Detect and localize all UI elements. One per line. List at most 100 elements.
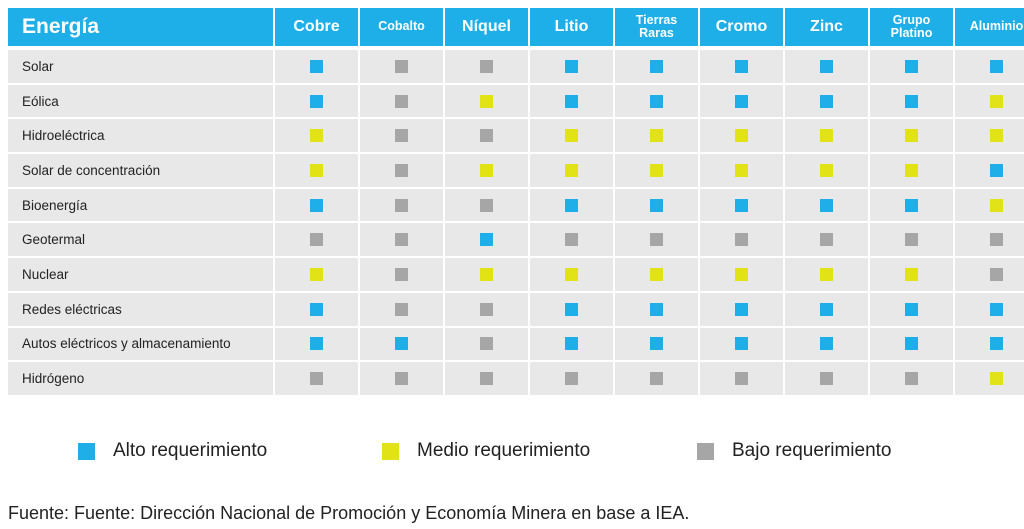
table-cell [445,362,528,397]
table-cell [700,258,783,293]
requirement-marker-bajo [735,372,748,386]
requirement-marker-medio [990,198,1003,212]
table-cell [275,84,358,120]
requirement-marker-alto [565,337,578,351]
source-note: Fuente: Fuente: Dirección Nacional de Pr… [8,503,690,523]
requirement-marker-bajo [480,198,493,212]
table-cell [955,188,1024,224]
table-cell [275,119,358,155]
row-label: Geotermal [8,223,273,259]
row-label: Nuclear [8,258,273,293]
table-cell [530,119,613,155]
column-header-4: Litio [530,8,613,46]
table-cell [615,84,698,120]
table-cell [275,362,358,397]
column-header-8: Grupo Platino [870,8,953,46]
table-cell [700,154,783,189]
table-cell [700,188,783,224]
table-cell [275,258,358,293]
table-cell [360,84,443,120]
row-label: Autos eléctricos y almacenamiento [8,327,273,363]
table-cell [870,50,953,85]
requirement-marker-alto [310,302,323,316]
requirement-marker-medio [735,267,748,281]
table-cell [360,327,443,363]
requirement-marker-bajo [565,233,578,247]
legend-label-bajo: Bajo requerimiento [732,440,892,461]
table-cell [870,292,953,328]
table-cell [615,188,698,224]
table-cell [955,327,1024,363]
requirement-marker-alto [310,337,323,351]
table-cell [785,223,868,259]
table-cell [870,84,953,120]
table-cell [360,188,443,224]
table-cell [700,223,783,259]
requirement-marker-alto [905,302,918,316]
requirement-marker-bajo [395,198,408,212]
table-cell [360,362,443,397]
table-cell [530,154,613,189]
requirement-marker-alto [565,302,578,316]
requirement-marker-medio [905,129,918,143]
requirement-marker-medio [480,163,493,177]
legend-item-alto: Alto requerimiento [78,440,267,462]
table-cell [275,292,358,328]
requirement-marker-alto [650,337,663,351]
requirement-marker-alto [990,302,1003,316]
requirement-marker-bajo [565,372,578,386]
table-cell [360,223,443,259]
requirement-marker-bajo [395,233,408,247]
requirement-marker-alto [650,302,663,316]
requirement-marker-medio [565,163,578,177]
table-cell [700,362,783,397]
requirement-marker-bajo [905,372,918,386]
requirement-marker-bajo [480,59,493,73]
table-cell [955,84,1024,120]
table-cell [955,50,1024,85]
requirement-marker-alto [735,337,748,351]
column-header-6: Cromo [700,8,783,46]
table-cell [870,327,953,363]
requirement-marker-alto [990,59,1003,73]
requirement-marker-medio [650,267,663,281]
row-label: Bioenergía [8,188,273,224]
table-cell [445,223,528,259]
table-cell [615,50,698,85]
legend-item-bajo: Bajo requerimiento [697,440,891,462]
table-cell [615,223,698,259]
table-cell [955,154,1024,189]
table-cell [360,258,443,293]
table-cell [700,327,783,363]
requirement-marker-alto [310,94,323,108]
table-cell [955,223,1024,259]
requirement-marker-bajo [395,267,408,281]
table-cell [870,154,953,189]
column-header-7: Zinc [785,8,868,46]
requirement-marker-medio [735,163,748,177]
legend: Alto requerimiento Medio requerimiento B… [0,440,1024,470]
requirement-marker-alto [565,198,578,212]
table-cell [785,258,868,293]
requirement-marker-medio [735,129,748,143]
table-cell [360,50,443,85]
requirement-marker-bajo [395,302,408,316]
table-cell [530,84,613,120]
table-cell [785,50,868,85]
requirement-marker-medio [480,94,493,108]
requirement-marker-alto [565,94,578,108]
table-cell [445,84,528,120]
requirement-marker-medio [650,129,663,143]
column-header-2: Cobalto [360,8,443,46]
requirement-marker-bajo [735,233,748,247]
legend-swatch-medio [382,442,399,460]
requirement-marker-bajo [395,94,408,108]
requirement-marker-bajo [395,59,408,73]
requirement-marker-bajo [395,372,408,386]
requirement-marker-medio [650,163,663,177]
requirement-marker-alto [905,59,918,73]
table-cell [700,50,783,85]
requirement-marker-medio [310,129,323,143]
table-cell [870,362,953,397]
requirement-marker-alto [820,198,833,212]
